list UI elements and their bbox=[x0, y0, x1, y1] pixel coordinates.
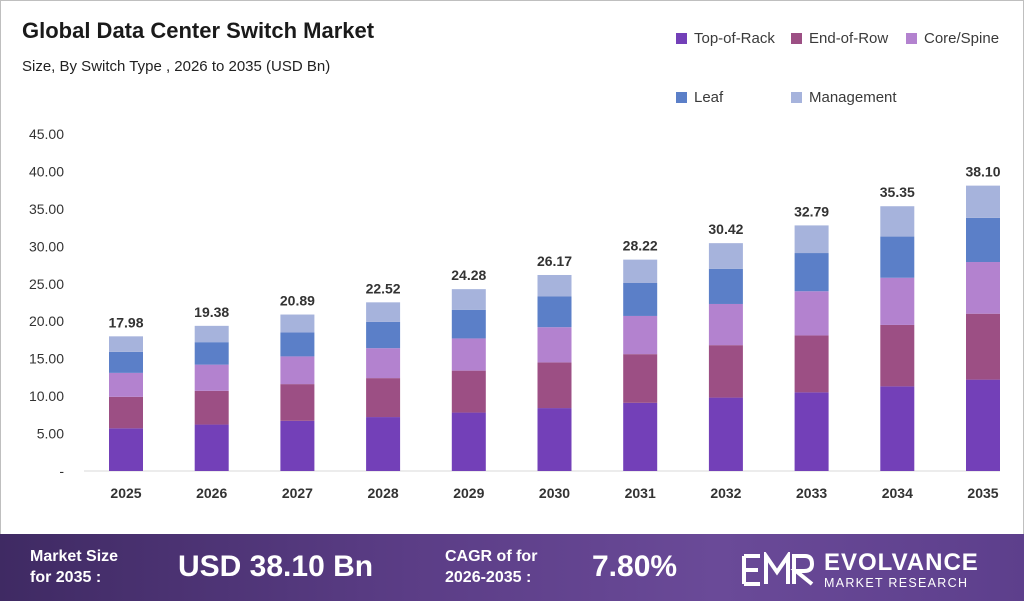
bar-segment-management bbox=[451, 289, 486, 310]
y-tick-label: 40.00 bbox=[29, 163, 64, 179]
x-tick-label: 2026 bbox=[196, 485, 227, 501]
bar-segment-core-spine bbox=[623, 315, 658, 355]
cagr-label: CAGR of for 2026-2035 : bbox=[445, 548, 538, 586]
chart-subtitle: Size, By Switch Type , 2026 to 2035 (USD… bbox=[22, 58, 331, 75]
y-tick-label: 10.00 bbox=[29, 388, 64, 404]
y-tick-label: 5.00 bbox=[37, 426, 64, 442]
bar-segment-core-spine bbox=[109, 372, 143, 397]
y-tick-label: 25.00 bbox=[29, 276, 64, 292]
bar-segment-management bbox=[194, 325, 229, 343]
bar-segment-management bbox=[623, 259, 658, 284]
bar-segment-top-of-rack bbox=[194, 424, 229, 471]
bar-segment-top-of-rack bbox=[280, 420, 315, 471]
bar-segment-end-of-row bbox=[623, 354, 658, 403]
bar-segment-core-spine bbox=[880, 277, 915, 325]
x-tick-label: 2031 bbox=[625, 485, 656, 501]
bar-segment-top-of-rack bbox=[537, 408, 572, 471]
bar-segment-end-of-row bbox=[109, 396, 143, 429]
bar-segment-end-of-row bbox=[966, 313, 1000, 380]
bar-segment-management bbox=[109, 336, 143, 352]
bar-segment-core-spine bbox=[280, 356, 315, 385]
summary-banner: Market Size for 2035 : USD 38.10 Bn CAGR… bbox=[0, 534, 1024, 601]
bar-segment-end-of-row bbox=[451, 370, 486, 413]
bar-segment-leaf bbox=[280, 332, 315, 357]
brand-logo: EVOLVANCE MARKET RESEARCH bbox=[742, 551, 979, 590]
bar-total-label: 19.38 bbox=[194, 304, 229, 320]
brand-name: EVOLVANCE bbox=[824, 549, 979, 576]
y-tick-label: 20.00 bbox=[29, 313, 64, 329]
bar-segment-end-of-row bbox=[537, 362, 572, 409]
bar-segment-management bbox=[366, 302, 401, 322]
x-tick-label: 2027 bbox=[282, 485, 313, 501]
bar-segment-leaf bbox=[708, 268, 743, 304]
x-tick-label: 2029 bbox=[453, 485, 484, 501]
bar-total-label: 26.17 bbox=[537, 253, 572, 269]
bar-total-label: 20.89 bbox=[280, 293, 315, 309]
bar-segment-end-of-row bbox=[366, 378, 401, 418]
bar-segment-management bbox=[794, 225, 829, 254]
bar-total-label: 24.28 bbox=[451, 267, 486, 283]
bar-segment-end-of-row bbox=[880, 324, 915, 387]
bar-segment-core-spine bbox=[708, 303, 743, 346]
bar-segment-leaf bbox=[623, 283, 658, 316]
bar-segment-top-of-rack bbox=[708, 397, 743, 471]
bar-segment-top-of-rack bbox=[109, 428, 143, 471]
bar-segment-leaf bbox=[194, 342, 229, 365]
x-tick-label: 2025 bbox=[110, 485, 141, 501]
y-tick-label: - bbox=[59, 463, 64, 479]
bar-segment-top-of-rack bbox=[366, 417, 401, 471]
bar-total-label: 28.22 bbox=[623, 238, 658, 254]
x-tick-label: 2028 bbox=[368, 485, 399, 501]
market-size-value: USD 38.10 Bn bbox=[178, 550, 374, 583]
bar-total-label: 35.35 bbox=[880, 184, 915, 200]
bar-segment-core-spine bbox=[451, 338, 486, 371]
stacked-bar-chart: - 5.00 10.00 15.00 20.00 25.00 30.00 35.00 40.00… bbox=[29, 126, 1001, 501]
chart-title: Global Data Center Switch Market bbox=[22, 18, 375, 43]
bar-segment-leaf bbox=[880, 236, 915, 278]
bar-segment-top-of-rack bbox=[794, 392, 829, 471]
emr-logo-icon bbox=[742, 552, 815, 587]
bar-total-label: 30.42 bbox=[708, 221, 743, 237]
brand-tagline: MARKET RESEARCH bbox=[824, 576, 969, 590]
x-tick-label: 2033 bbox=[796, 485, 827, 501]
bar-segment-end-of-row bbox=[708, 345, 743, 398]
bar-segment-leaf bbox=[451, 309, 486, 339]
bar-segment-core-spine bbox=[537, 327, 572, 363]
bar-segment-management bbox=[966, 185, 1000, 218]
x-tick-label: 2035 bbox=[967, 485, 998, 501]
bar-segment-leaf bbox=[966, 217, 1000, 263]
bar-total-label: 38.10 bbox=[965, 164, 1000, 180]
bar-segment-leaf bbox=[109, 351, 143, 373]
bar-segment-leaf bbox=[537, 296, 572, 328]
bar-segment-management bbox=[708, 243, 743, 269]
market-size-label: Market Size for 2035 : bbox=[30, 548, 119, 586]
bar-segment-management bbox=[280, 314, 315, 333]
bar-segment-top-of-rack bbox=[451, 412, 486, 471]
bar-segment-management bbox=[880, 206, 915, 237]
bar-segment-top-of-rack bbox=[623, 402, 658, 471]
y-tick-label: 30.00 bbox=[29, 238, 64, 254]
bar-segment-leaf bbox=[366, 321, 401, 349]
y-tick-label: 15.00 bbox=[29, 351, 64, 367]
bar-segment-end-of-row bbox=[280, 384, 315, 421]
bar-segment-top-of-rack bbox=[966, 379, 1000, 471]
x-tick-label: 2032 bbox=[710, 485, 741, 501]
bar-segment-core-spine bbox=[966, 262, 1000, 314]
bar-total-label: 17.98 bbox=[108, 314, 143, 330]
bar-segment-leaf bbox=[794, 253, 829, 292]
x-tick-label: 2030 bbox=[539, 485, 570, 501]
bar-segment-end-of-row bbox=[794, 335, 829, 393]
y-tick-label: 45.00 bbox=[29, 126, 64, 142]
bar-segment-top-of-rack bbox=[880, 386, 915, 471]
cagr-value: 7.80% bbox=[592, 550, 678, 583]
bar-segment-core-spine bbox=[366, 348, 401, 379]
bar-total-label: 32.79 bbox=[794, 203, 829, 219]
bar-segment-end-of-row bbox=[194, 390, 229, 425]
x-tick-label: 2034 bbox=[882, 485, 913, 501]
bar-total-label: 22.52 bbox=[366, 280, 401, 296]
bar-segment-management bbox=[537, 274, 572, 297]
bar-segment-core-spine bbox=[794, 291, 829, 336]
y-tick-label: 35.00 bbox=[29, 201, 64, 217]
bar-segment-core-spine bbox=[194, 364, 229, 391]
